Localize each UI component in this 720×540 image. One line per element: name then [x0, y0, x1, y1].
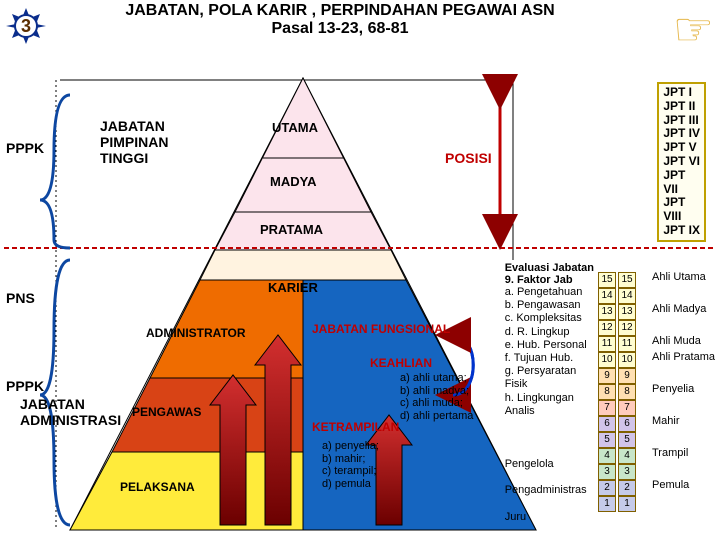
label-pppk-bottom: PPPK: [6, 378, 44, 394]
pyr-admin: ADMINISTRATOR: [146, 326, 246, 340]
grade-column-1: 151413121110987654321: [598, 272, 616, 512]
pyr-utama: UTAMA: [272, 120, 318, 135]
label-jpt: JABATANPIMPINANTINGGI: [100, 118, 168, 166]
jpt-list-box: JPT IJPT IIJPT IIIJPT IVJPT VJPT VIJPTVI…: [657, 82, 706, 242]
evaluation-factors: Evaluasi Jabatan 9. Faktor Jab a. Penget…: [505, 262, 594, 524]
label-ketrampilan: KETRAMPILAN: [312, 420, 399, 434]
label-pns: PNS: [6, 290, 35, 306]
label-pppk-top: PPPK: [6, 140, 44, 156]
pyr-pengawas: PENGAWAS: [132, 405, 201, 419]
brace-admin: [40, 260, 70, 525]
pyr-karier: KARIER: [268, 280, 318, 295]
list-trampil: a) penyelia;b) mahir; c) terampil;d) pem…: [322, 440, 379, 491]
brace-jpt: [40, 95, 70, 248]
label-admin: JABATANADMINISTRASI: [20, 396, 121, 428]
label-posisi: POSISI: [445, 150, 492, 166]
pyr-madya: MADYA: [270, 174, 316, 189]
label-keahlian: KEAHLIAN: [370, 356, 432, 370]
pyr-pratama: PRATAMA: [260, 222, 323, 237]
list-ahli: a) ahli utama;b) ahli madya; c) ahli mud…: [400, 372, 473, 423]
pyr-pelaksana: PELAKSANA: [120, 480, 195, 494]
label-jf: JABATAN FUNGSIONAL: [312, 322, 450, 336]
grade-column-2: 151413121110987654321: [618, 272, 636, 512]
